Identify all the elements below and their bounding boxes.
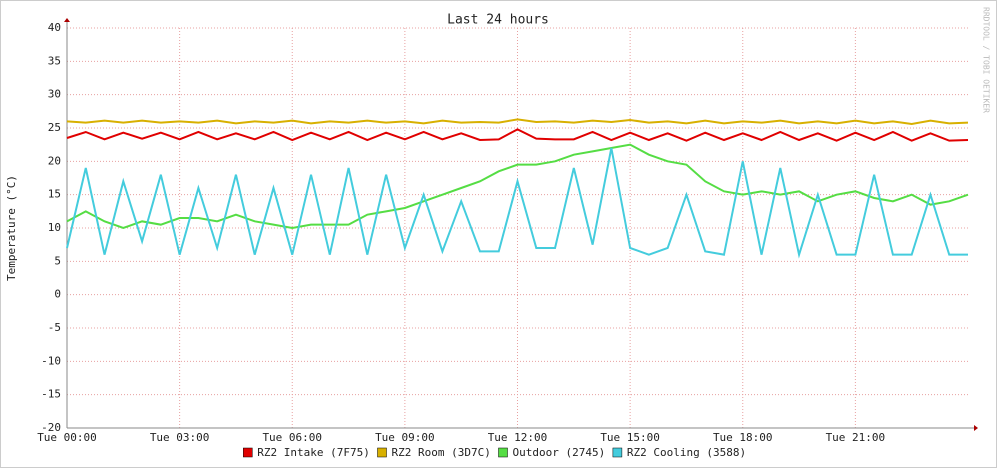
axis-arrow: [974, 425, 978, 431]
y-tick-label: 40: [48, 21, 61, 34]
series-line: [66, 147, 968, 259]
x-tick-label: Tue 15:00: [600, 431, 660, 444]
x-tick-label: Tue 12:00: [488, 431, 548, 444]
y-axis-label: Temperature (°C): [5, 175, 18, 281]
x-tick-label: Tue 06:00: [262, 431, 322, 444]
y-tick-label: 10: [48, 221, 61, 234]
x-tick-label: Tue 03:00: [150, 431, 210, 444]
x-tick-label: Tue 18:00: [713, 431, 773, 444]
y-tick-label: 30: [48, 88, 61, 101]
legend-label: Outdoor (2745): [513, 446, 606, 459]
legend-swatch: [498, 447, 508, 458]
series-line: [66, 128, 969, 142]
y-tick-label: -5: [48, 321, 61, 334]
legend-label: RZ2 Cooling (3588): [627, 446, 746, 459]
y-tick-label: 0: [54, 288, 61, 301]
watermark: RRDTOOL / TOBI OETIKER: [982, 7, 991, 113]
axis-arrow: [64, 18, 70, 22]
y-tick-label: 15: [48, 188, 61, 201]
y-tick-label: -15: [41, 388, 61, 401]
y-tick-label: 5: [54, 254, 61, 267]
x-tick-label: Tue 21:00: [826, 431, 886, 444]
x-tick-label: Tue 00:00: [37, 431, 97, 444]
chart-title: Last 24 hours: [447, 13, 549, 28]
legend-swatch: [612, 447, 623, 458]
legend-swatch: [243, 447, 253, 458]
y-tick-label: -20: [41, 421, 61, 434]
legend-label: RZ2 Intake (7F75): [257, 446, 370, 459]
legend-label: RZ2 Room (3D7C): [392, 446, 491, 459]
y-tick-label: 25: [48, 121, 61, 134]
series-line: [66, 118, 969, 126]
y-tick-label: 35: [48, 54, 61, 67]
x-tick-label: Tue 09:00: [375, 431, 435, 444]
legend-swatch: [377, 447, 387, 458]
series-line: [66, 143, 969, 230]
y-tick-label: 20: [48, 154, 61, 167]
y-tick-label: -10: [41, 354, 61, 367]
